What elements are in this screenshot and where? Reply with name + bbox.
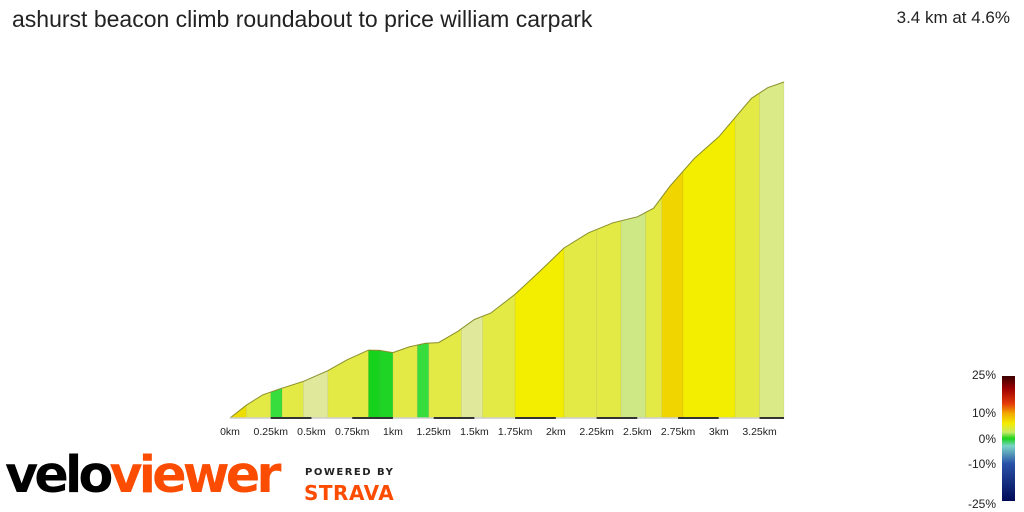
- gradient-scale-label: 25%: [971, 368, 996, 382]
- strava-logo: STRAVA: [304, 481, 395, 505]
- gradient-segment-18: [661, 170, 684, 419]
- gradient-segment-13: [514, 247, 565, 419]
- gradient-segment-21: [759, 81, 785, 419]
- page-title: ashurst beacon climb roundabout to price…: [12, 6, 593, 32]
- x-tick-label: 0.75km: [335, 426, 370, 438]
- gradient-segment-10: [428, 328, 462, 419]
- x-tick-label: 3km: [709, 426, 729, 438]
- gradient-segment-2: [270, 387, 283, 419]
- gradient-segment-17: [645, 196, 663, 419]
- powered-by-label: POWERED BY: [305, 467, 395, 478]
- x-tick-label: 2.75km: [661, 426, 696, 438]
- profile-outline: [229, 81, 785, 419]
- veloviewer-logo: veloviewer: [5, 446, 282, 505]
- gradient-segment-6: [368, 349, 381, 419]
- gradient-segment-16: [620, 212, 646, 419]
- gradient-scale-label: -25%: [967, 497, 996, 511]
- gradient-segment-11: [461, 315, 483, 419]
- gradient-segment-20: [734, 92, 760, 419]
- gradient-scale-label: -10%: [967, 457, 996, 471]
- x-tick-label: 3.25km: [742, 426, 777, 438]
- x-tick-label: 1.5km: [460, 426, 489, 438]
- gradient-color-scale: [1002, 376, 1015, 501]
- x-tick-label: 0.25km: [254, 426, 289, 438]
- gradient-scale-label: 10%: [971, 406, 996, 420]
- gradient-segment-5: [327, 349, 369, 419]
- gradient-segment-15: [596, 220, 622, 419]
- gradient-segment-8: [392, 344, 418, 419]
- gradient-segment-7: [379, 350, 394, 419]
- x-tick-label: 1km: [383, 426, 403, 438]
- gradient-segment-9: [417, 342, 430, 419]
- gradient-scale-label: 0%: [978, 432, 996, 446]
- profile-line: [229, 81, 785, 419]
- gradient-segments: [229, 81, 785, 419]
- gradient-segment-1: [246, 391, 272, 419]
- x-tick-label: 1.25km: [416, 426, 451, 438]
- gradient-segment-4: [302, 370, 329, 419]
- x-tick-label: 2.25km: [579, 426, 614, 438]
- gradient-segment-12: [482, 293, 516, 419]
- x-axis-ticks: 0km 0.25km 0.5km 0.75km 1km 1.25km 1.5km 1.75km…: [220, 426, 777, 438]
- x-tick-label: 2km: [546, 426, 566, 438]
- x-tick-label: 1.75km: [498, 426, 533, 438]
- climb-summary: 3.4 km at 4.6%: [896, 8, 1010, 27]
- x-tick-label: 0.5km: [297, 426, 326, 438]
- x-tick-label: 2.5km: [623, 426, 652, 438]
- gradient-segment-14: [563, 228, 597, 419]
- x-tick-label: 0km: [220, 426, 240, 438]
